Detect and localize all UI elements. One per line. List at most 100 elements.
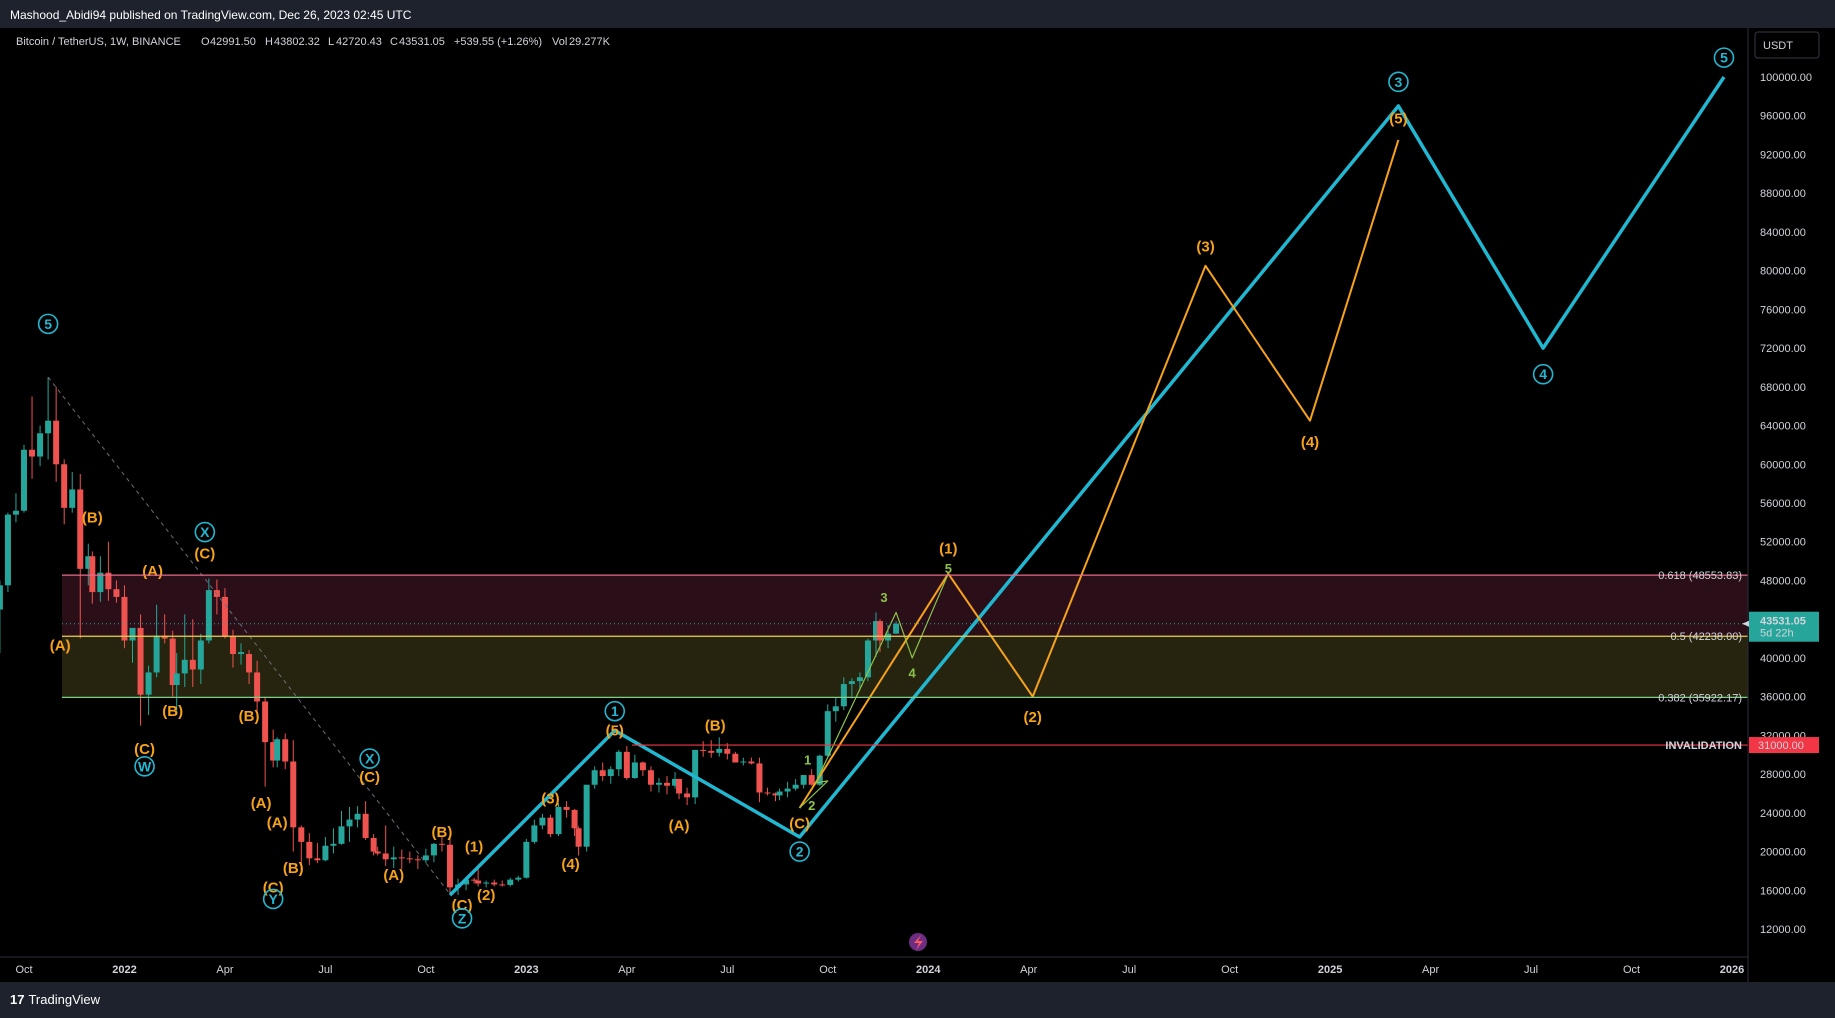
candle-body [615,751,622,770]
candle-body [563,807,570,810]
wave-label: (B) [82,510,103,527]
candle-body [591,770,598,785]
wave-label-text: (C) [194,545,215,562]
wave-label: (A) [251,795,272,812]
level-label-fib-05: 0.5 (42238.00) [1670,631,1742,643]
wave-label: 1 [604,700,626,722]
x-tick-label: 2022 [112,964,136,976]
candle-body [547,817,554,835]
candle-body [254,672,261,702]
wave-label-text: (B) [82,510,103,527]
fib-zone-lower [62,636,1748,698]
wave-label: 2 [808,798,815,813]
y-tick-label: 68000.00 [1760,382,1806,394]
candle-body [816,755,823,785]
wave-label-text: (A) [383,867,404,884]
legend: Bitcoin / TetherUS, 1W, BINANCE O 42991.… [16,36,611,48]
candle-body [290,761,297,828]
wave-label-text: (A) [142,563,163,580]
level-label-invalidation: INVALIDATION [1665,740,1742,752]
candle-body [306,841,313,859]
wave-label-circle [37,313,59,335]
currency-selector[interactable]: USDT [1754,31,1820,59]
candle-body [523,841,530,878]
candle-body [89,556,96,593]
candle-body [708,750,715,753]
legend-high-label: H [265,36,273,48]
candle-body [274,739,281,761]
y-tick-label: 76000.00 [1760,304,1806,316]
y-tick-label: 24000.00 [1760,808,1806,820]
chart-background [0,28,1835,982]
candle-body [181,659,188,674]
candle-body [872,621,879,641]
wave-label-text: (B) [162,703,183,720]
wave-label: (3) [541,790,559,807]
candle-body [491,882,498,885]
legend-high-value: 43802.32 [274,36,320,48]
wave-label-text: (3) [541,790,559,807]
candle-body [197,640,204,670]
wave-label-text: Y [268,891,278,907]
legend-volume-value: 29.277K [569,36,611,48]
candle-body [85,556,92,569]
legend-volume-label: Vol [552,36,567,48]
candle-body [338,826,345,844]
y-tick-label: 96000.00 [1760,111,1806,123]
x-tick-label: 2023 [514,964,538,976]
tradingview-logo-icon: 17 [10,992,25,1007]
wave-label-text: (2) [1024,709,1042,726]
y-tick-label: 100000.00 [1760,72,1812,84]
wave-label-circle [604,700,626,722]
last-price-countdown: 5d 22h [1760,628,1794,640]
candle-body [848,681,855,685]
wave-label-circle [451,908,473,929]
candle-body [322,845,329,861]
currency-label[interactable]: USDT [1763,40,1793,52]
wave-label: (5) [606,723,624,740]
candle-body [575,828,582,847]
candle-body [824,711,831,756]
wave-label: 3 [1388,71,1409,93]
wave-label: (C) [789,815,810,832]
wave-label: (5) [1389,111,1407,128]
wave-label-text: 2 [796,844,804,860]
candle-body [539,817,546,826]
wave-label-text: W [138,758,152,774]
legend-open-label: O [201,36,210,48]
candle-body [676,778,683,794]
wave-label-text: 5 [945,561,952,576]
wave-label-text: (5) [606,723,624,740]
candle-body [583,784,590,847]
y-tick-label: 84000.00 [1760,227,1806,239]
candle-body [29,449,36,457]
candle-body [607,769,614,777]
idea-marker-icon[interactable] [909,933,927,951]
candle-body [382,853,389,860]
candle-body [893,623,900,634]
y-tick-label: 48000.00 [1760,575,1806,587]
y-tick-label: 36000.00 [1760,692,1806,704]
wave-label-text: 4 [909,665,917,680]
level-label-fib-0382: 0.382 (35922.17) [1658,692,1742,704]
wave-label-text: (B) [432,824,453,841]
x-tick-label: Jul [720,964,734,976]
candle-body [483,882,490,884]
candle-body [0,585,3,610]
invalidation-badge [1749,737,1819,754]
candle-body [282,739,289,762]
candle-body [864,640,871,678]
last-price-pointer [1742,620,1749,627]
wave-label-text: (A) [251,795,272,812]
last-price-value: 43531.05 [1760,616,1806,628]
cyan-primary-decline [47,376,451,895]
tradingview-brand[interactable]: 17 TradingView [10,992,100,1007]
legend-change: +539.55 (+1.26%) [454,36,542,48]
footer-bar: 17 TradingView [0,982,1835,1018]
wave-label: (A) [383,867,404,884]
wave-label-text: (C) [263,879,284,896]
y-tick-label: 12000.00 [1760,924,1806,936]
candle-body [571,809,578,829]
wave-label: 4 [909,665,917,680]
